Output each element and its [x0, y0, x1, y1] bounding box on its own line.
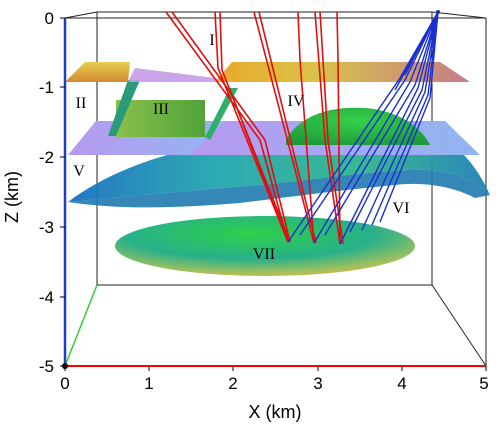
z-tick-label-2: -2 — [39, 148, 54, 167]
z-tick-label-4: -4 — [39, 288, 54, 307]
x-tick-label-5: 5 — [479, 374, 488, 393]
region-label-ii: II — [76, 95, 87, 112]
fault-block-ramp — [205, 88, 238, 140]
region-label-iii: III — [153, 101, 169, 118]
top-interface-mid — [128, 68, 222, 82]
top-interface-left — [65, 62, 130, 82]
y-axis-line — [64, 284, 98, 367]
source-point — [436, 10, 440, 14]
x-tick-label-2: 2 — [228, 374, 237, 393]
reflected-rays — [165, 11, 344, 245]
region-label-vi: VI — [393, 200, 410, 217]
x-tick-label-0: 0 — [60, 374, 69, 393]
x-tick-label-1: 1 — [144, 374, 153, 393]
z-axis-label: Z (km) — [2, 171, 22, 223]
z-tick-label-0: 0 — [45, 9, 54, 28]
region-label-iv: IV — [288, 93, 305, 110]
x-axis-label: X (km) — [249, 402, 302, 422]
z-ticks — [60, 17, 65, 367]
z-tick-label-1: -1 — [39, 78, 54, 97]
x-tick-label-4: 4 — [397, 374, 406, 393]
fault-block-iii — [116, 100, 205, 137]
region-label-v: V — [73, 163, 85, 180]
region-label-vii: VII — [253, 246, 275, 263]
x-ticks — [64, 366, 487, 371]
fault-plane-left — [108, 80, 140, 136]
region-label-i: I — [209, 32, 214, 49]
x-tick-label-3: 3 — [313, 374, 322, 393]
z-tick-label-5: -5 — [39, 357, 54, 376]
z-tick-label-3: -3 — [39, 218, 54, 237]
transmitted-rays — [287, 11, 439, 245]
